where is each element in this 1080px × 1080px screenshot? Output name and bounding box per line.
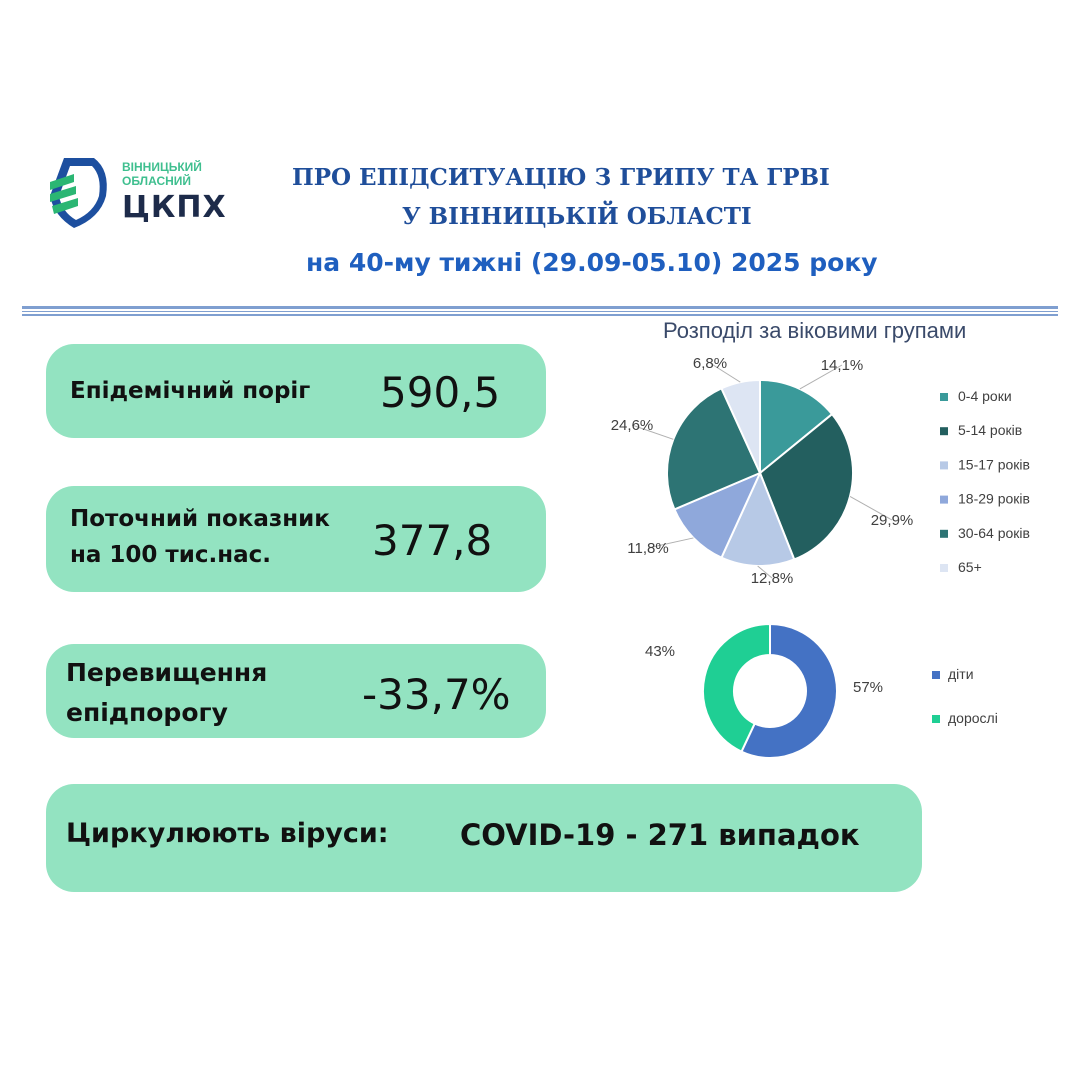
age-pie-slice (673, 471, 762, 559)
excess-card: Перевищення епідпорогу -33,7% (46, 644, 546, 738)
age-pie-data-label: 6,8% (693, 355, 727, 372)
viruses-label: Циркулюють віруси: (66, 818, 389, 849)
page-title-line2: У ВІННИЦЬКІЙ ОБЛАСТІ (402, 203, 752, 230)
age-donut-data-label: 57% (853, 679, 883, 696)
age-pie-data-label: 14,1% (821, 357, 864, 374)
age-legend-label: 30-64 років (958, 525, 1030, 541)
current-label-line2: на 100 тис.нас. (70, 542, 272, 568)
threshold-card: Епідемічний поріг 590,5 (46, 344, 546, 438)
current-label-line1: Поточний показник (70, 506, 330, 532)
header-divider-top (22, 306, 1058, 309)
age-legend-label: 5-14 років (958, 422, 1022, 438)
shield-logo-icon (50, 158, 107, 228)
age-donut-legend-swatch (932, 715, 940, 723)
age-donut-slice (740, 622, 838, 759)
age-pie-leader (647, 537, 694, 549)
logo-line1: ВІННИЦЬКИЙ (122, 160, 202, 174)
age-donut-legend-label: дорослі (948, 710, 998, 726)
age-pie-slice (720, 378, 761, 474)
excess-value: -33,7% (362, 670, 511, 719)
age-donut-legend-label: діти (948, 666, 974, 682)
age-pie-slice (758, 412, 854, 561)
age-pie-slice (759, 378, 834, 476)
age-legend-swatch (940, 529, 948, 538)
page-title-line1: ПРО ЕПІДСИТУАЦІЮ З ГРИПУ ТА ГРВІ (292, 164, 830, 191)
age-chart-title: Розподіл за віковими групами (663, 318, 967, 343)
viruses-card: Циркулюють віруси: COVID-19 - 271 випадо… (46, 784, 922, 892)
age-pie-leader (849, 495, 893, 521)
age-legend-label: 18-29 років (958, 491, 1030, 507)
age-pie-data-label: 11,8% (627, 540, 668, 557)
age-donut-legend-swatch (932, 671, 940, 679)
age-pie-leader (709, 362, 741, 383)
excess-label-line1: Перевищення (66, 658, 268, 687)
viruses-value: COVID-19 - 271 випадок (460, 818, 860, 852)
threshold-value: 590,5 (380, 368, 501, 417)
age-pie-data-label: 29,9% (871, 512, 914, 529)
age-pie-slice (666, 387, 762, 511)
age-pie-leader (757, 565, 773, 579)
logo-line2: ОБЛАСНИЙ (122, 174, 192, 188)
age-legend-label: 0-4 роки (958, 388, 1012, 404)
age-pie-data-label: 24,6% (611, 417, 654, 434)
age-legend-label: 15-17 років (958, 456, 1030, 472)
age-donut-slice (702, 622, 771, 753)
age-legend-swatch (940, 564, 948, 572)
age-legend-label: 65+ (958, 559, 982, 575)
header-divider-mid (22, 311, 1058, 312)
header-divider-bottom (22, 314, 1058, 316)
age-pie-slice (720, 470, 796, 567)
page-period: на 40-му тижні (29.09-05.10) 2025 року (306, 248, 878, 277)
threshold-label: Епідемічний поріг (70, 378, 311, 404)
age-legend-swatch (940, 495, 948, 504)
logo-name: ЦКПХ (122, 190, 227, 225)
current-value: 377,8 (372, 516, 493, 565)
age-pie-leader (631, 424, 674, 440)
age-pie-data-label: 12,8% (751, 570, 794, 587)
age-legend-swatch (940, 461, 948, 470)
logo-caption: ВІННИЦЬКИЙ ОБЛАСНИЙ (122, 160, 222, 188)
age-donut-data-label: 43% (645, 643, 675, 660)
current-card: Поточний показник на 100 тис.нас. 377,8 (46, 486, 546, 592)
excess-label-line2: епідпорогу (66, 698, 228, 727)
age-legend-swatch (940, 393, 948, 401)
age-pie-leader (799, 364, 843, 390)
age-legend-swatch (940, 427, 948, 436)
logo: ВІННИЦЬКИЙ ОБЛАСНИЙ ЦКПХ (44, 152, 227, 232)
